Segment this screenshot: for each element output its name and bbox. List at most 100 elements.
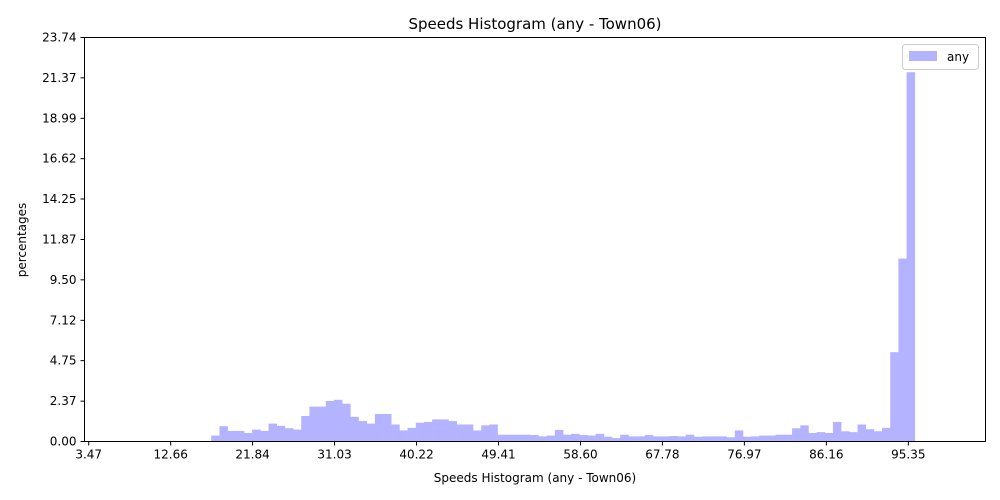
histogram-bar <box>571 433 580 442</box>
legend-label-any: any <box>947 50 969 64</box>
histogram-bar <box>538 436 547 442</box>
histogram-bar <box>219 426 228 442</box>
histogram-bar <box>783 434 793 442</box>
histogram-bar <box>260 430 269 442</box>
histogram-bar <box>497 434 507 442</box>
histogram-bar <box>333 399 343 442</box>
y-tick-label: 9.50 <box>50 273 77 287</box>
histogram-bar <box>841 431 850 442</box>
histogram-bar <box>563 434 572 442</box>
histogram-bar <box>710 436 719 442</box>
histogram-bar <box>342 403 351 442</box>
x-tick-label: 67.78 <box>645 448 679 462</box>
histogram-bar <box>620 434 629 442</box>
y-tick-label: 18.99 <box>42 111 76 125</box>
x-tick-label: 21.84 <box>235 448 269 462</box>
histogram-bar <box>235 430 245 442</box>
histogram-bar <box>677 436 687 442</box>
ticks-group: 3.47 12.66 21.84 31.03 40.22 49.41 58.60 67.78 7… <box>42 31 925 462</box>
histogram-bar <box>243 432 253 442</box>
histogram-bar <box>440 419 449 442</box>
histogram-bar <box>759 435 768 442</box>
histogram-bar <box>399 430 408 442</box>
y-tick-label: 16.62 <box>42 152 76 166</box>
histogram-bar <box>423 421 433 442</box>
histogram-bar <box>554 429 564 442</box>
histogram-bar <box>603 436 613 442</box>
histogram-bar <box>808 432 817 442</box>
x-tick-label: 95.35 <box>891 448 925 462</box>
histogram-bar <box>718 436 727 442</box>
bars-group <box>211 72 916 442</box>
histogram-bar <box>865 429 875 442</box>
histogram-bar <box>661 436 670 442</box>
y-tick-label: 11.87 <box>42 233 76 247</box>
x-tick-label: 3.47 <box>75 448 102 462</box>
histogram-bar <box>702 436 711 442</box>
histogram-bar <box>579 435 588 442</box>
histogram-bar <box>464 424 474 442</box>
histogram-bar <box>636 436 646 442</box>
histogram-bar <box>751 436 760 442</box>
histogram-bar <box>489 424 498 442</box>
y-tick-label: 4.75 <box>50 354 77 368</box>
histogram-bar <box>383 413 392 442</box>
histogram-bar <box>448 421 457 442</box>
x-tick-label: 31.03 <box>317 448 351 462</box>
x-tick-label: 12.66 <box>153 448 187 462</box>
plot-frame <box>84 37 986 442</box>
histogram-bar <box>276 425 286 442</box>
histogram-bar <box>366 423 376 442</box>
histogram-bar <box>726 437 736 442</box>
histogram-bar <box>350 416 359 442</box>
histogram-bar <box>587 435 597 442</box>
histogram-bar <box>898 258 907 442</box>
x-tick-label: 76.97 <box>727 448 761 462</box>
histogram-bar <box>301 415 310 442</box>
histogram-bar <box>824 432 834 442</box>
histogram-bar <box>685 434 695 442</box>
histogram-bar <box>595 433 605 442</box>
legend: any <box>902 44 979 70</box>
histogram-bar <box>473 430 482 442</box>
histogram-bar <box>742 436 752 442</box>
y-tick-label: 21.37 <box>42 71 76 85</box>
histogram-bar <box>374 413 384 442</box>
histogram-bar <box>628 436 637 442</box>
histogram-bar <box>734 430 744 442</box>
histogram-bar <box>775 434 785 442</box>
histogram-bar <box>522 434 531 442</box>
histogram-bar <box>432 419 441 442</box>
histogram-bar <box>481 425 490 442</box>
y-tick-label: 7.12 <box>50 313 77 327</box>
histogram-bar <box>293 429 302 442</box>
y-tick-label: 2.37 <box>50 394 77 408</box>
y-tick-label: 14.25 <box>42 192 76 206</box>
legend-swatch <box>909 51 937 61</box>
histogram-bar <box>832 421 842 442</box>
histogram-bar <box>906 72 916 442</box>
histogram-bar <box>227 430 237 442</box>
histogram-bar <box>530 435 539 442</box>
histogram-bar <box>505 434 515 442</box>
y-tick-label: 23.74 <box>42 31 76 45</box>
histogram-bar <box>284 428 294 442</box>
x-tick-label: 58.60 <box>563 448 597 462</box>
histogram-bar <box>415 422 425 442</box>
x-tick-label: 86.16 <box>809 448 843 462</box>
histogram-bar <box>358 421 367 442</box>
histogram-bar <box>767 435 777 442</box>
x-tick-label: 49.41 <box>481 448 515 462</box>
histogram-bar <box>882 427 891 442</box>
histogram-bar <box>857 424 866 442</box>
y-tick-label: 0.00 <box>50 435 77 449</box>
histogram-bar <box>309 406 318 442</box>
legend-box <box>902 44 979 70</box>
histogram-bar <box>792 428 801 442</box>
histogram-bar <box>816 432 826 442</box>
x-axis-label: Speeds Histogram (any - Town06) <box>434 471 636 485</box>
histogram-bar <box>800 425 809 442</box>
histogram-bar <box>407 427 417 442</box>
histogram-bar <box>391 424 400 442</box>
